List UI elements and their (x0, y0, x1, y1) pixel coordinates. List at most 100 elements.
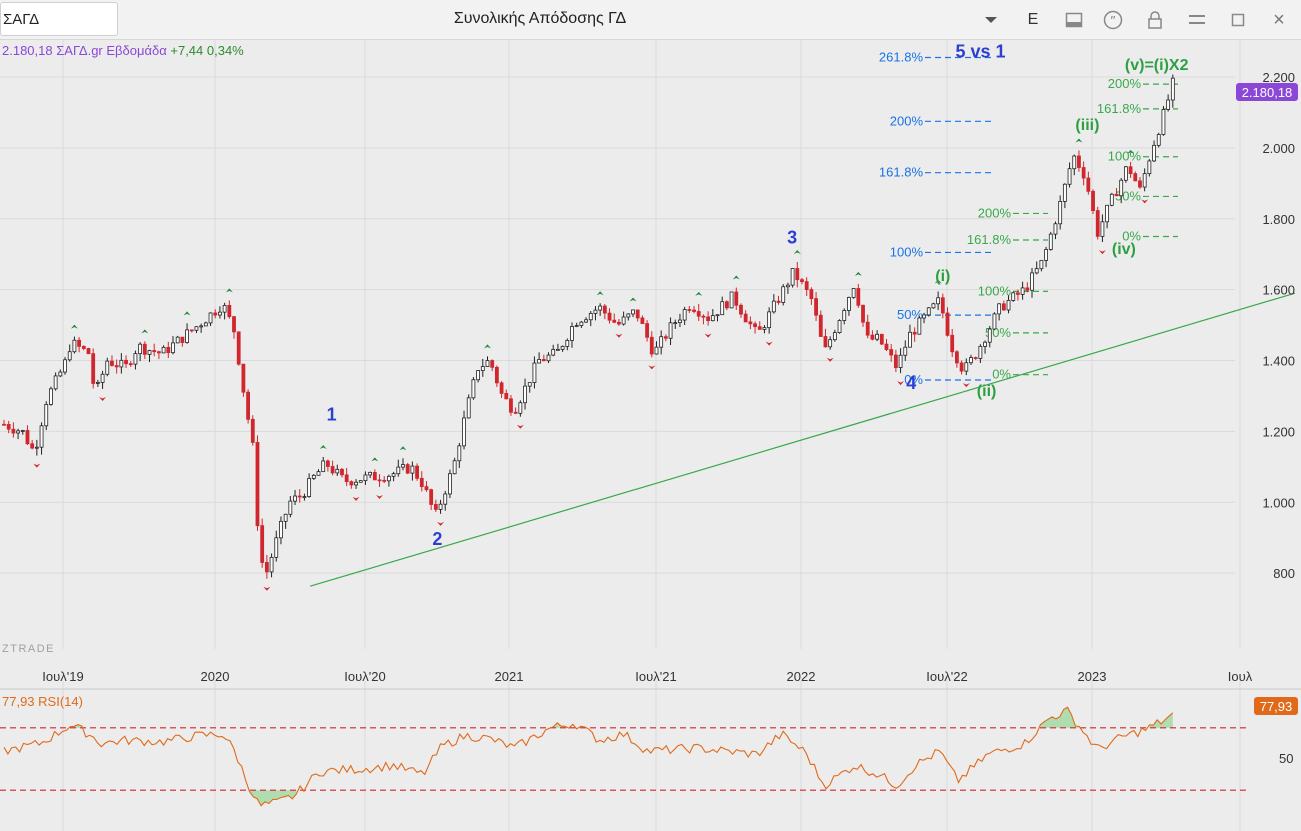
candle (931, 302, 936, 309)
candle-body (955, 351, 959, 364)
candle (1048, 231, 1053, 251)
candle (363, 471, 368, 485)
candle (321, 456, 326, 473)
candle-body (1053, 223, 1058, 235)
candle-body (133, 353, 138, 365)
fib-green-b-label: 0% (1122, 228, 1141, 243)
candle (1170, 74, 1175, 108)
panel-button[interactable] (1058, 6, 1090, 34)
candle (58, 369, 63, 378)
candle (1114, 188, 1119, 197)
candle-body (11, 428, 16, 434)
wave-label: 1 (327, 405, 337, 425)
maximize-button[interactable] (1222, 6, 1254, 34)
quote-button[interactable]: ” (1097, 6, 1129, 34)
candle (541, 354, 546, 362)
candle-body (227, 305, 232, 318)
candle-body (790, 268, 795, 286)
fib-green-b-label: 50% (1115, 188, 1141, 203)
candle-body (293, 495, 297, 502)
e-button[interactable]: E (1027, 11, 1039, 28)
candle (1053, 221, 1058, 240)
candle (659, 330, 664, 355)
candle (865, 314, 870, 339)
candle-body (114, 365, 119, 368)
fib-blue-label: 100% (890, 244, 924, 259)
candle-body (1048, 233, 1053, 250)
candle (621, 311, 626, 326)
candle (457, 442, 462, 468)
candle (152, 343, 157, 357)
candle (1006, 295, 1011, 314)
candle (551, 344, 556, 357)
candle (771, 294, 776, 314)
candle-body (945, 312, 950, 336)
candle (537, 352, 542, 364)
candle-body (800, 279, 804, 282)
candle-body (940, 297, 945, 314)
candle-body (795, 268, 800, 281)
menu-icon (1189, 15, 1205, 24)
candle-body (91, 353, 96, 384)
y-tick-label: 1.400 (1262, 354, 1295, 369)
candle-body (363, 474, 368, 482)
fractal-up-marker (70, 324, 78, 329)
candle (795, 262, 800, 288)
lock-button[interactable] (1139, 6, 1171, 34)
candle (781, 284, 786, 306)
candle (20, 429, 25, 435)
candle (166, 341, 171, 359)
candle (922, 312, 926, 324)
candle-body (1119, 179, 1124, 197)
candle-body (86, 348, 91, 355)
candle-body (1072, 155, 1077, 170)
fractal-down-marker (33, 463, 41, 468)
chevron-down-icon (985, 17, 997, 23)
candle-body (541, 359, 546, 362)
candle-body (213, 312, 218, 316)
candle (870, 330, 875, 341)
candle-body (377, 479, 382, 482)
candle (950, 328, 955, 357)
candle (556, 343, 560, 351)
candles-layer (2, 74, 1175, 591)
candle-body (560, 345, 565, 350)
candle-body (973, 357, 978, 359)
candle-body (44, 404, 49, 427)
close-button[interactable]: × (1273, 8, 1285, 31)
candle (86, 347, 91, 355)
chart-title: Συνολικής Απόδοσης ΓΔ (453, 10, 627, 27)
candle-body (532, 362, 537, 384)
candle (809, 287, 814, 305)
candle-body (138, 343, 143, 355)
candle-body (936, 297, 941, 305)
fractal-up-marker (319, 444, 327, 449)
candle (264, 554, 269, 579)
candle-body (1109, 193, 1114, 206)
candle (654, 341, 659, 355)
symbol-input[interactable]: ΣΑΓΔ (0, 2, 118, 36)
candle-body (110, 360, 114, 366)
dropdown-button[interactable] (975, 6, 1007, 34)
candle (762, 325, 767, 334)
candle-body (49, 388, 53, 405)
menu-button[interactable] (1181, 6, 1213, 34)
candle-body (124, 359, 128, 365)
candle (1095, 206, 1100, 240)
candle-body (649, 336, 654, 355)
candle-body (903, 346, 908, 356)
candle (800, 278, 804, 285)
candle (485, 356, 490, 367)
chart-area[interactable]: 261.8% 200% 161.8% 100% 50% 0% 200% 161.8% 100% 5… (0, 40, 1301, 831)
candle-body (668, 322, 673, 339)
candle (649, 331, 654, 358)
candle-body (410, 465, 415, 474)
candle-body (452, 460, 457, 475)
candle (818, 310, 823, 337)
candle (856, 283, 861, 308)
candle-body (663, 336, 668, 339)
candle-body (39, 425, 44, 448)
candle (875, 330, 880, 342)
candle (81, 345, 86, 351)
candle (936, 291, 941, 311)
